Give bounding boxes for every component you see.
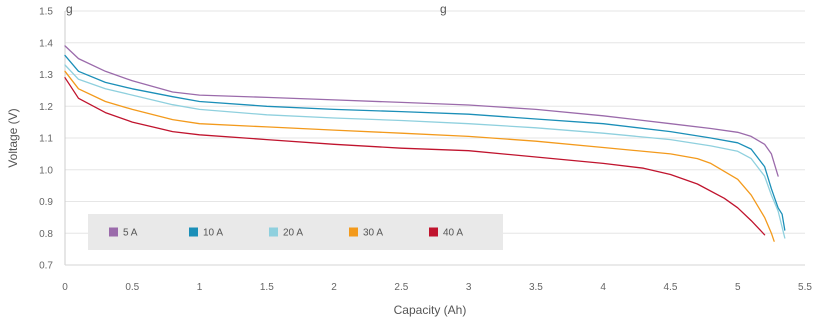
series-line (64, 64, 786, 239)
series-line (64, 45, 779, 177)
y-axis-label: Voltage (V) (6, 108, 20, 167)
axes: 0.7 0.8 0.9 1.0 1.1 1.2 1.3 1.4 1.5 0 0.5 1 1.5 2 2.5 3… (39, 7, 812, 294)
x-axis-label: Capacity (Ah) (394, 303, 467, 317)
top-text-left: g (66, 2, 73, 16)
legend-swatch (109, 227, 118, 237)
x-tick-label: 3.5 (529, 282, 543, 293)
plot-area (64, 11, 805, 266)
legend-swatch (269, 227, 278, 237)
legend-label: 5 A (123, 228, 138, 239)
x-tick-label: 5 (735, 282, 741, 293)
legend-swatch (429, 227, 438, 237)
legend-label: 10 A (203, 228, 223, 239)
x-tick-label: 5.5 (798, 282, 812, 293)
y-tick-label: 1.1 (39, 134, 53, 145)
series-line (64, 77, 766, 236)
x-tick-label: 0.5 (125, 282, 139, 293)
legend: 5 A 10 A 20 A 30 A 40 A (88, 214, 503, 250)
x-tick-label: 2.5 (394, 282, 408, 293)
x-tick-label: 4.5 (664, 282, 678, 293)
y-tick-label: 0.7 (39, 261, 53, 272)
series-line (64, 54, 786, 231)
legend-swatch (189, 227, 198, 237)
y-tick-label: 1.4 (39, 38, 53, 49)
legend-label: 40 A (443, 228, 463, 239)
series-line (64, 70, 775, 242)
x-tick-label: 2 (331, 282, 337, 293)
x-tick-label: 0 (62, 282, 68, 293)
legend-label: 30 A (363, 228, 383, 239)
y-tick-label: 1.5 (39, 7, 53, 18)
y-tick-label: 0.8 (39, 229, 53, 240)
legend-swatch (349, 227, 358, 237)
y-tick-label: 1.0 (39, 165, 53, 176)
x-tick-label: 1 (197, 282, 203, 293)
series-lines (64, 45, 786, 242)
x-tick-label: 1.5 (260, 282, 274, 293)
x-tick-label: 4 (600, 282, 606, 293)
y-tick-label: 1.2 (39, 102, 53, 113)
legend-label: 20 A (283, 228, 303, 239)
y-tick-label: 1.3 (39, 70, 53, 81)
top-text-right: g (440, 2, 447, 16)
y-tick-label: 0.9 (39, 197, 53, 208)
x-tick-label: 3 (466, 282, 472, 293)
